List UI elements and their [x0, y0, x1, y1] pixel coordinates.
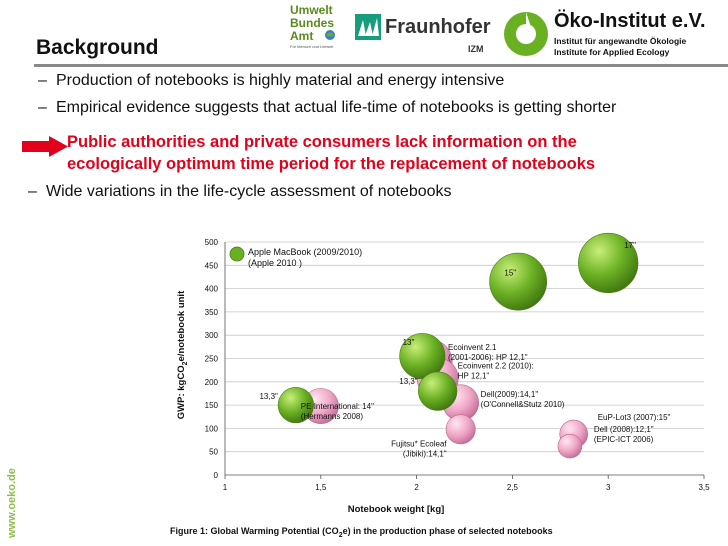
highlight-statement: Public authorities and private consumers…	[67, 131, 707, 175]
point-label: Dell(2009):14,1" (O'Connell&Stutz 2010)	[481, 390, 565, 409]
y-tick-label: 350	[205, 308, 219, 317]
dash-marker: –	[38, 99, 47, 116]
oeko-sub2: Institute for Applied Ecology	[554, 47, 670, 57]
x-tick-label: 3	[606, 483, 611, 492]
fraunhofer-logo: Fraunhofer IZM	[355, 12, 495, 57]
chart-bubbles	[277, 232, 639, 459]
uba-logo: Umwelt Bundes Amt Für Mensch und Umwelt	[290, 3, 352, 51]
bullet-1: – Production of notebooks is highly mater…	[38, 72, 504, 90]
uba-globe-icon	[325, 30, 335, 40]
side-url: www.oeko.de	[6, 468, 18, 539]
chart-legend: Apple MacBook (2009/2010) (Apple 2010 )	[229, 246, 362, 268]
y-tick-label: 200	[205, 378, 219, 387]
y-tick-label: 50	[209, 448, 218, 457]
y-axis-title: GWP: kgCO2e/notebook unit	[176, 290, 189, 419]
bubble-apple-17	[578, 232, 639, 294]
title-divider	[34, 64, 728, 67]
highlight-line-2: ecologically optimum time period for the…	[67, 155, 596, 173]
y-tick-label: 300	[205, 331, 219, 340]
y-tick-label: 500	[205, 238, 219, 247]
caption-part-2: e) in the production phase of selected n…	[342, 526, 553, 536]
bubble-apple-13-3a	[277, 387, 314, 424]
y-axis-title-a: GWP: kgCO	[176, 365, 187, 419]
point-label: Fujitsu* Ecoleaf (Jibiki):14,1"	[391, 439, 447, 458]
fraunhofer-name: Fraunhofer	[385, 16, 491, 38]
bubble-fujitsu	[445, 414, 476, 445]
caption-part-1: Figure 1: Global Warming Potential (CO	[170, 526, 339, 536]
point-label: 17"	[624, 241, 636, 250]
right-arrow-icon	[22, 136, 68, 157]
y-tick-label: 100	[205, 424, 219, 433]
bubble-apple-13-3b	[418, 371, 458, 411]
legend-label-apple-2: (Apple 2010 )	[248, 258, 302, 268]
point-label: Ecoinvent 2.2 (2010): HP 12,1"	[458, 362, 534, 381]
bullet-2: – Empirical evidence suggests that actual…	[38, 99, 616, 117]
x-tick-label: 1,5	[315, 483, 327, 492]
y-tick-label: 450	[205, 261, 219, 270]
oeko-leaf-icon	[504, 12, 548, 56]
slide-title: Background	[36, 36, 159, 59]
uba-tagline: Für Mensch und Umwelt	[290, 44, 334, 49]
chart-axes: 0 50 100 150 200 250 300 350 400 450 500 1 1,5 2 2,5 3 3…	[205, 238, 710, 492]
dash-marker: –	[28, 183, 37, 200]
bubble-apple-15	[489, 252, 548, 311]
point-label: 13,3"	[399, 377, 418, 386]
bullet-3: – Wide variations in the life-cycle asses…	[28, 183, 452, 201]
point-label: 13,3"	[259, 392, 278, 401]
caption-sub: 2	[338, 531, 343, 539]
x-tick-label: 2,5	[507, 483, 519, 492]
side-url-text: www.oeko.de	[6, 468, 18, 539]
uba-logo-line2: Bundes	[290, 16, 335, 30]
x-tick-label: 2	[414, 483, 419, 492]
fraunhofer-izm: IZM	[468, 44, 484, 54]
x-tick-label: 3,5	[698, 483, 710, 492]
oeko-logo: Öko-Institut e.V. Institut für angewandt…	[502, 8, 728, 60]
point-label: 15"	[504, 269, 516, 278]
oeko-name: Öko-Institut e.V.	[554, 10, 706, 32]
y-tick-label: 400	[205, 285, 219, 294]
y-tick-label: 0	[214, 471, 219, 480]
highlight-line-1: Public authorities and private consumers…	[67, 133, 577, 151]
bubble-dell-2008	[557, 433, 583, 459]
y-tick-label: 250	[205, 355, 219, 364]
y-axis-title-b: e/notebook unit	[176, 290, 187, 362]
x-axis-title: Notebook weight [kg]	[348, 504, 445, 515]
point-label: PE International: 14" (Hermanns 2008)	[301, 402, 374, 421]
bullet-1-text: Production of notebooks is highly materi…	[56, 72, 505, 89]
y-axis-title-sub: 2	[182, 361, 189, 365]
fraunhofer-mark-icon	[355, 14, 381, 40]
y-tick-label: 150	[205, 401, 219, 410]
oeko-sub1: Institut für angewandte Ökologie	[554, 36, 687, 46]
point-label: 13"	[403, 338, 415, 347]
point-label: Dell (2008):12,1" (EPIC-ICT 2006)	[594, 425, 654, 444]
figure-caption: Figure 1: Global Warming Potential (CO2e…	[170, 526, 553, 539]
uba-logo-line3: Amt	[290, 29, 314, 43]
legend-label-apple-1: Apple MacBook (2009/2010)	[248, 247, 362, 257]
chart-point-labels: 17" 15" 13" 13,3" 13,3" Ecoinvent 2.1 (2001-20…	[259, 241, 670, 458]
bullet-2-text: Empirical evidence suggests that actual …	[56, 99, 617, 116]
bullet-3-text: Wide variations in the life-cycle assess…	[46, 183, 452, 200]
point-label: EuP-Lot3 (2007):15"	[598, 413, 671, 422]
x-tick-label: 1	[223, 483, 228, 492]
point-label: Ecoinvent 2.1 (2001-2006): HP 12,1"	[448, 343, 528, 362]
uba-logo-line1: Umwelt	[290, 3, 333, 17]
dash-marker: –	[38, 72, 47, 89]
legend-marker-apple	[229, 246, 245, 262]
